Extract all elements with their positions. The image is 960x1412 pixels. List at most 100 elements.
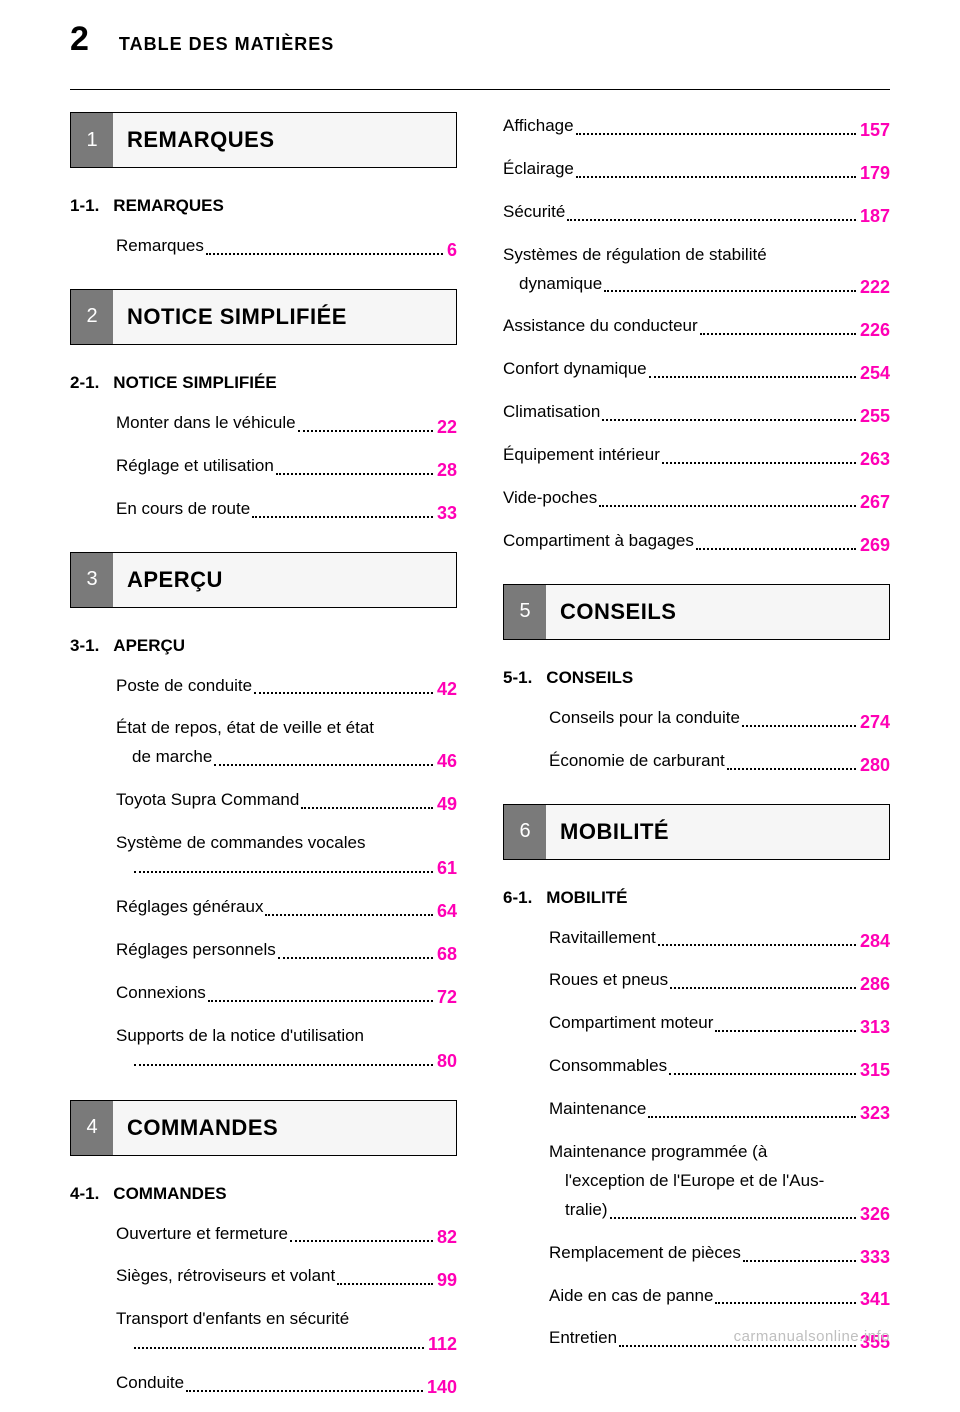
section-banner-2: 2 NOTICE SIMPLIFIÉE <box>70 289 457 345</box>
toc-entry[interactable]: Monter dans le véhicule22 <box>116 409 457 438</box>
toc-entry[interactable]: Poste de conduite42 <box>116 672 457 701</box>
toc-entry[interactable]: Maintenance323 <box>549 1095 890 1124</box>
toc-entry[interactable]: Climatisation255 <box>503 398 890 427</box>
toc-entry[interactable]: Sièges, rétroviseurs et volant99 <box>116 1262 457 1291</box>
toc-entry[interactable]: Roues et pneus 286 <box>549 966 890 995</box>
toc-label: Consommables <box>549 1052 667 1081</box>
page-number: 2 <box>70 20 89 59</box>
subsection-title: REMARQUES <box>113 196 224 216</box>
toc-label: Monter dans le véhicule <box>116 409 296 438</box>
toc-page: 80 <box>437 1051 457 1072</box>
toc-page: 286 <box>860 974 890 995</box>
toc-label: Réglage et utilisation <box>116 452 274 481</box>
left-column: 1 REMARQUES 1-1. REMARQUES Remarques 6 2 <box>70 112 457 1412</box>
toc-page: 254 <box>860 363 890 384</box>
leader-dots <box>301 807 433 809</box>
right-column: Affichage157 Éclairage179 Sécurité187 Sy… <box>503 112 890 1412</box>
toc-entry[interactable]: Conduite140 <box>116 1369 457 1398</box>
subsection-number: 2-1. <box>70 373 99 393</box>
leader-dots <box>662 462 856 464</box>
toc-label: Compartiment moteur <box>549 1009 713 1038</box>
section-title: REMARQUES <box>113 113 456 167</box>
leader-dots <box>619 1345 856 1347</box>
toc-entry[interactable]: Ravitaillement284 <box>549 924 890 953</box>
leader-dots <box>276 473 433 475</box>
leader-dots <box>576 133 856 135</box>
toc-page: 99 <box>437 1270 457 1291</box>
toc-page: 226 <box>860 320 890 341</box>
toc-entry[interactable]: Transport d'enfants en sécurité 112 <box>116 1305 457 1355</box>
section-banner-4: 4 COMMANDES <box>70 1100 457 1156</box>
toc-entry[interactable]: Réglages généraux64 <box>116 893 457 922</box>
toc-label: Entretien <box>549 1324 617 1353</box>
toc-entry[interactable]: Économie de carburant 280 <box>549 747 890 776</box>
toc-entry[interactable]: Toyota Supra Command49 <box>116 786 457 815</box>
leader-dots <box>669 1073 856 1075</box>
toc-entry[interactable]: Vide-poches267 <box>503 484 890 513</box>
toc-entry[interactable]: Supports de la notice d'utilisation 80 <box>116 1022 457 1072</box>
toc-page: 46 <box>437 751 457 772</box>
toc-entry[interactable]: Conseils pour la conduite274 <box>549 704 890 733</box>
footer-watermark: carmanualsonline.info <box>734 1328 890 1345</box>
leader-dots <box>206 253 443 255</box>
toc-entry[interactable]: Réglage et utilisation28 <box>116 452 457 481</box>
leader-dots <box>254 692 433 694</box>
toc-page: 61 <box>437 858 457 879</box>
toc-entry[interactable]: État de repos, état de veille et état de… <box>116 714 457 772</box>
toc-entry[interactable]: Maintenance programmée (à l'exception de… <box>549 1138 890 1225</box>
leader-dots <box>134 871 433 873</box>
subsection-heading: 2-1. NOTICE SIMPLIFIÉE <box>70 373 457 393</box>
toc-page: 140 <box>427 1377 457 1398</box>
subsection-number: 3-1. <box>70 636 99 656</box>
toc-entry[interactable]: Affichage157 <box>503 112 890 141</box>
leader-dots <box>670 987 856 989</box>
toc-page: 280 <box>860 755 890 776</box>
toc-label-cont: dynamique <box>519 270 602 299</box>
leader-dots <box>715 1030 856 1032</box>
toc-label: Supports de la notice d'utilisation <box>116 1022 457 1051</box>
toc-entry[interactable]: Assistance du conducteur226 <box>503 312 890 341</box>
toc-label: Équipement intérieur <box>503 441 660 470</box>
toc-label: Réglages personnels <box>116 936 276 965</box>
toc-page: 267 <box>860 492 890 513</box>
toc-label: Confort dynamique <box>503 355 647 384</box>
toc-entry[interactable]: Connexions72 <box>116 979 457 1008</box>
toc-entry[interactable]: Systèmes de régulation de stabilité dyna… <box>503 241 890 299</box>
page: 2 TABLE DES MATIÈRES 1 REMARQUES 1-1. RE… <box>0 0 960 1363</box>
toc-entry[interactable]: Ouverture et fermeture82 <box>116 1220 457 1249</box>
header-rule <box>70 89 890 90</box>
leader-dots <box>599 505 856 507</box>
toc-entry[interactable]: Compartiment à bagages269 <box>503 527 890 556</box>
subsection-heading: 1-1. REMARQUES <box>70 196 457 216</box>
toc-page: 179 <box>860 163 890 184</box>
subsection-title: CONSEILS <box>546 668 633 688</box>
toc-list: Conseils pour la conduite274 Économie de… <box>503 704 890 776</box>
toc-entry[interactable]: Éclairage179 <box>503 155 890 184</box>
subsection-heading: 3-1. APERÇU <box>70 636 457 656</box>
toc-entry[interactable]: Système de commandes vocales 61 <box>116 829 457 879</box>
subsection-number: 5-1. <box>503 668 532 688</box>
toc-entry[interactable]: En cours de route33 <box>116 495 457 524</box>
toc-entry[interactable]: Remarques 6 <box>116 232 457 261</box>
toc-page: 33 <box>437 503 457 524</box>
toc-entry[interactable]: Sécurité187 <box>503 198 890 227</box>
toc-entry[interactable]: Aide en cas de panne341 <box>549 1282 890 1311</box>
leader-dots <box>743 1260 856 1262</box>
leader-dots <box>576 176 856 178</box>
toc-entry[interactable]: Consommables315 <box>549 1052 890 1081</box>
toc-entry[interactable]: Confort dynamique 254 <box>503 355 890 384</box>
toc-page: 255 <box>860 406 890 427</box>
toc-page: 6 <box>447 240 457 261</box>
toc-entry[interactable]: Remplacement de pièces333 <box>549 1239 890 1268</box>
toc-page: 341 <box>860 1289 890 1310</box>
toc-label: Système de commandes vocales <box>116 829 457 858</box>
toc-label: Connexions <box>116 979 206 1008</box>
section-banner-3: 3 APERÇU <box>70 552 457 608</box>
toc-label: Roues et pneus <box>549 966 668 995</box>
leader-dots <box>742 725 856 727</box>
toc-entry[interactable]: Compartiment moteur313 <box>549 1009 890 1038</box>
toc-entry[interactable]: Réglages personnels68 <box>116 936 457 965</box>
toc-label: Économie de carburant <box>549 747 725 776</box>
section-number: 1 <box>71 113 113 167</box>
toc-entry[interactable]: Équipement intérieur263 <box>503 441 890 470</box>
